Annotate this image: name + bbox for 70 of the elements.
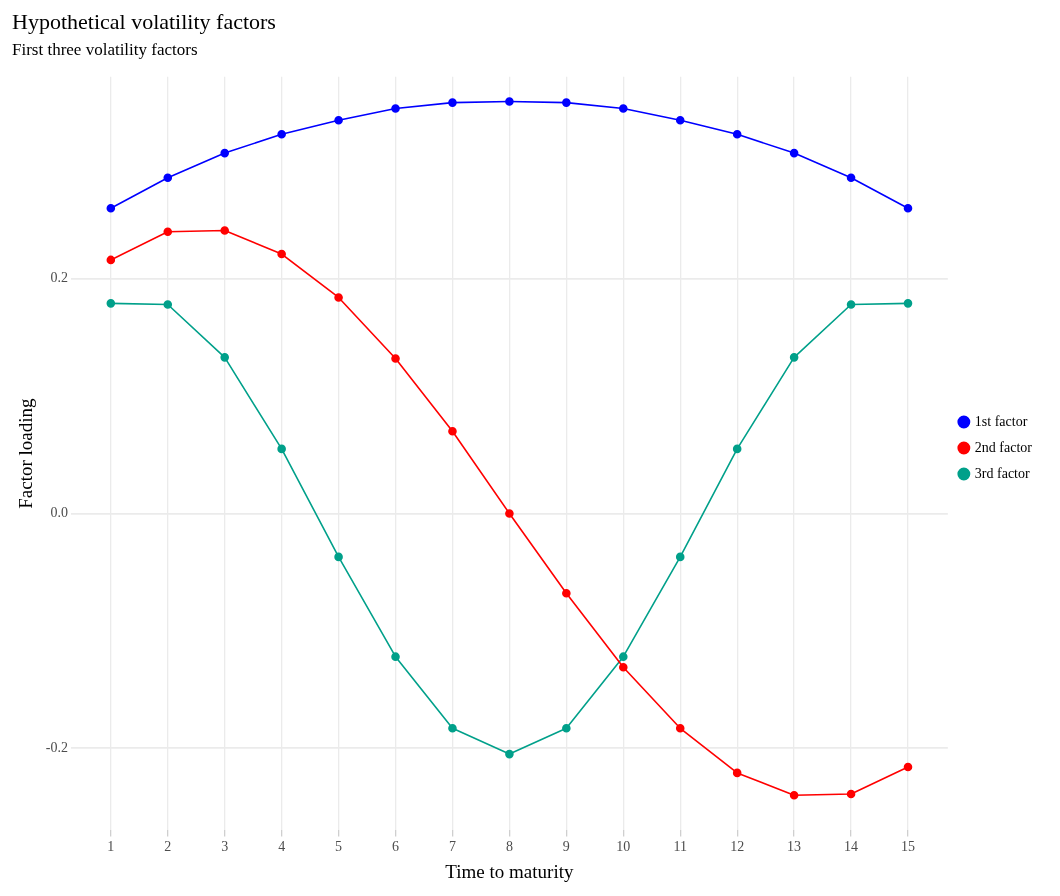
- point: [277, 249, 286, 259]
- x-tick-label: 8: [505, 839, 513, 855]
- point: [846, 173, 856, 183]
- point: [220, 148, 229, 158]
- x-tick-label: 6: [392, 839, 400, 855]
- point: [675, 115, 685, 125]
- chart-subtitle: First three volatility factors: [12, 40, 198, 60]
- point: [732, 130, 742, 139]
- point: [675, 552, 685, 562]
- point: [163, 173, 173, 183]
- point: [562, 98, 571, 107]
- point: [903, 299, 913, 308]
- point: [277, 130, 286, 139]
- point: [732, 768, 742, 778]
- x-tick-label: 14: [844, 839, 859, 855]
- point: [391, 652, 400, 661]
- point: [732, 444, 742, 454]
- point: [448, 427, 457, 436]
- y-tick-label: -0.2: [45, 739, 68, 755]
- point: [334, 293, 343, 302]
- x-axis-title: Time to maturity: [445, 860, 574, 882]
- legend-label: 3rd factor: [974, 465, 1030, 481]
- x-tick-label: 13: [787, 839, 802, 855]
- chart-title: Hypothetical volatility factors: [12, 8, 276, 34]
- x-tick-label: 5: [335, 839, 343, 855]
- legend-label: 1st factor: [974, 413, 1028, 429]
- point: [163, 227, 173, 237]
- point: [846, 789, 856, 799]
- point: [277, 444, 286, 454]
- x-tick-label: 4: [278, 839, 286, 855]
- point: [220, 353, 229, 362]
- point: [334, 552, 343, 562]
- point: [618, 662, 628, 672]
- point: [334, 115, 343, 125]
- point: [505, 97, 514, 106]
- point: [448, 98, 457, 107]
- point: [846, 300, 856, 309]
- x-tick-label: 11: [673, 839, 687, 855]
- x-tick-label: 3: [221, 839, 229, 855]
- point: [562, 588, 571, 598]
- point: [618, 104, 628, 113]
- y-tick-label: 0.0: [50, 505, 68, 521]
- point: [789, 353, 799, 362]
- point: [220, 226, 229, 235]
- legend-label: 2nd factor: [974, 439, 1033, 455]
- point: [448, 723, 457, 733]
- x-tick-label: 10: [616, 839, 631, 855]
- point: [505, 509, 514, 518]
- point: [391, 354, 400, 363]
- x-tick-label: 9: [562, 839, 570, 855]
- point: [106, 255, 116, 265]
- point: [903, 203, 913, 213]
- point: [391, 104, 400, 113]
- point: [675, 723, 685, 733]
- y-axis-title: Factor loading: [15, 397, 37, 509]
- x-tick-label: 7: [448, 839, 456, 855]
- y-tick-label: 0.2: [50, 270, 68, 286]
- x-tick-label: 12: [730, 839, 745, 855]
- x-tick-label: 15: [901, 839, 915, 855]
- point: [789, 148, 799, 158]
- x-tick-label: 1: [107, 839, 115, 855]
- point: [106, 299, 116, 308]
- point: [106, 203, 116, 213]
- point: [903, 762, 913, 772]
- point: [789, 790, 799, 800]
- x-tick-label: 2: [164, 839, 172, 855]
- point: [618, 652, 628, 661]
- point: [562, 723, 571, 733]
- point: [163, 300, 173, 309]
- point: [505, 749, 514, 759]
